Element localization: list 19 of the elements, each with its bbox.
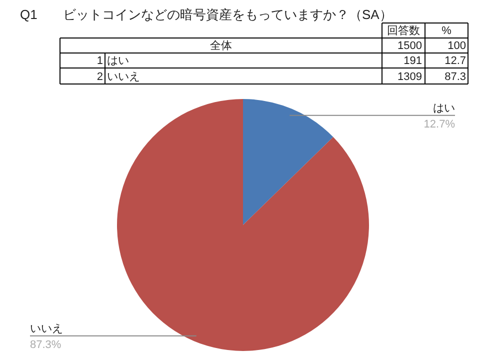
label: いいえ: [30, 322, 63, 335]
title: Q1: [20, 7, 38, 22]
text: はい: [107, 55, 129, 67]
text: 全体: [210, 40, 232, 52]
label: はい: [433, 102, 455, 114]
text: 1309: [398, 71, 422, 83]
text: 100: [448, 40, 466, 52]
text: 1500: [398, 40, 422, 52]
text: 回答数: [387, 25, 420, 37]
text: 191: [404, 55, 422, 67]
text: 1: [96, 55, 103, 67]
text: 2: [96, 71, 103, 83]
value-label: 12.7%: [424, 118, 455, 130]
text: 12.7: [444, 55, 466, 67]
value-label: 87.3%: [30, 338, 62, 351]
subtitle: ビットコインなどの暗号資産をもっていますか？（SA）: [63, 7, 392, 22]
text: %: [442, 25, 452, 37]
text: 87.3: [444, 71, 466, 83]
text: いいえ: [107, 71, 140, 83]
